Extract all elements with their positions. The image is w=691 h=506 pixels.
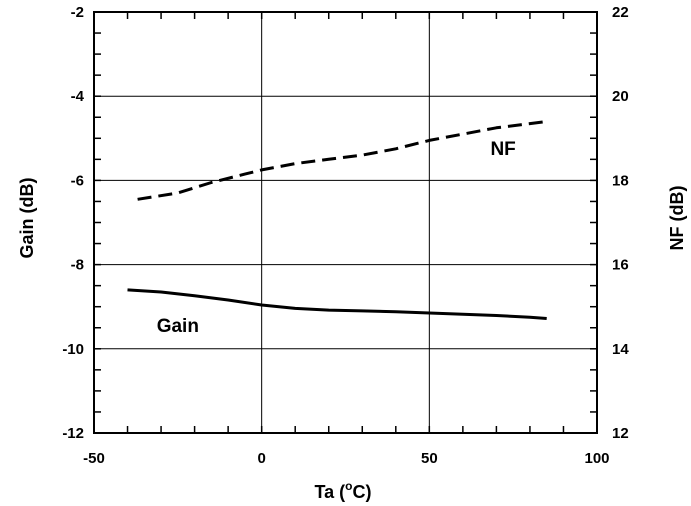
y-left-tick-label: -12 [62, 425, 84, 442]
minor-ticks [93, 11, 598, 434]
y-right-tick-label: 14 [612, 341, 629, 358]
y-right-tick-label: 16 [612, 257, 629, 274]
y-right-axis-label: NF (dB) [667, 186, 687, 251]
y-right-tick-label: 18 [612, 172, 629, 189]
y-left-axis-label: Gain (dB) [17, 178, 37, 259]
y-right-tick-label: 22 [612, 4, 629, 21]
y-left-tick-label: -6 [71, 172, 84, 189]
series-line-nf [137, 120, 547, 201]
tick-labels: -50 0 50 100 -12 -10 -8 -6 -4 -2 12 14 16 18 20 22 [62, 4, 629, 467]
y-right-tick-label: 12 [612, 425, 629, 442]
plot-series [127, 120, 547, 320]
x-axis-label: Ta (oC) [314, 479, 371, 502]
series-line-gain [127, 288, 547, 320]
plot-area [93, 11, 598, 434]
series-annotations: NF Gain [157, 139, 516, 337]
y-left-tick-label: -2 [71, 4, 84, 21]
y-right-tick-label: 20 [612, 88, 629, 105]
y-left-tick-label: -10 [62, 341, 84, 358]
annotation-nf: NF [490, 139, 515, 160]
y-left-tick-label: -4 [71, 88, 85, 105]
x-tick-label: 0 [257, 450, 265, 467]
x-tick-label: -50 [83, 450, 105, 467]
annotation-gain: Gain [157, 316, 199, 337]
x-tick-label: 100 [584, 450, 609, 467]
y-left-tick-label: -8 [71, 257, 84, 274]
x-tick-label: 50 [421, 450, 438, 467]
grid-lines [94, 12, 597, 433]
